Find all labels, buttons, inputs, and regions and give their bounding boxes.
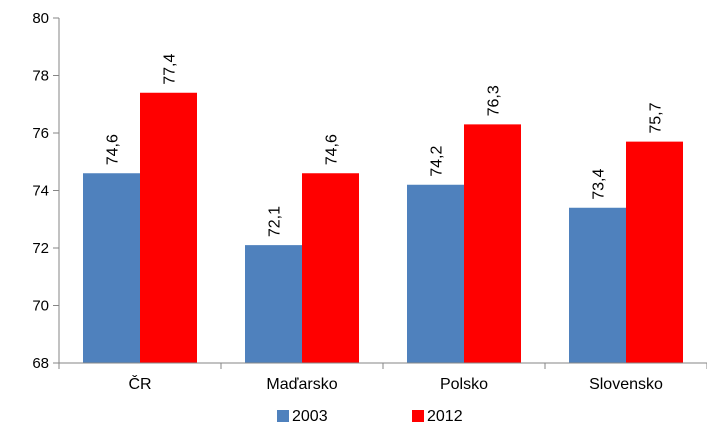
data-label: 74,6 [105,134,122,165]
bars [83,92,683,363]
data-label: 72,1 [267,206,284,237]
bar-2012-3 [626,141,683,363]
legend-label: 2003 [292,408,328,425]
legend-swatch-2012 [412,410,424,422]
x-category-label: Polsko [440,376,488,393]
bar-2003-1 [245,245,302,363]
data-label: 76,3 [486,85,503,116]
data-labels: 74,6 77,4 72,1 74,6 74,2 76,3 73,4 75,7 [105,54,665,238]
bar-2012-2 [464,124,521,363]
y-tick-label: 74 [32,183,49,200]
legend-swatch-2003 [277,410,289,422]
y-tick-label: 72 [32,240,49,257]
y-tick-label: 76 [32,125,49,142]
x-category-label: Maďarsko [266,376,337,393]
x-category-label: ČR [128,374,151,393]
legend: 2003 2012 [277,408,463,425]
y-tick-label: 70 [32,298,49,315]
bar-2012-0 [140,92,197,363]
bar-2003-3 [569,207,626,363]
data-label: 74,6 [324,134,341,165]
bar-2003-2 [407,184,464,363]
data-label: 73,4 [591,169,608,200]
y-tick-label: 78 [32,68,49,85]
y-tick-label: 68 [32,355,49,372]
legend-label: 2012 [427,408,463,425]
bar-2012-1 [302,173,359,363]
data-label: 74,2 [429,146,446,177]
data-label: 75,7 [648,102,665,133]
y-axis: 68 70 72 74 76 78 80 [32,10,60,372]
x-axis: ČR Maďarsko Polsko Slovensko [58,362,707,393]
y-tick-label: 80 [32,10,49,27]
bar-2003-0 [83,173,140,363]
x-category-label: Slovensko [589,376,663,393]
data-label: 77,4 [162,54,179,85]
